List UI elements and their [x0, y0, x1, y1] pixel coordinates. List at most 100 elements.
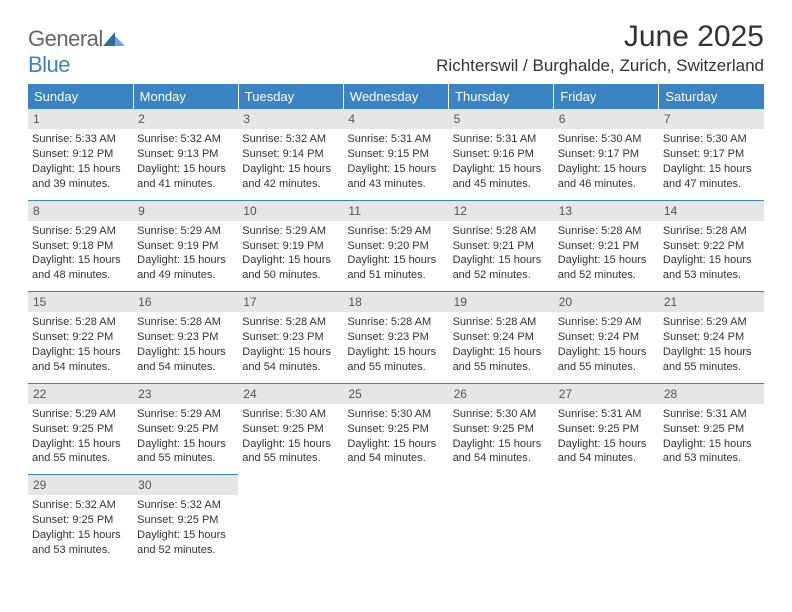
sunset-line: Sunset: 9:25 PM [137, 422, 234, 437]
brand-blue: Blue [28, 52, 70, 77]
sunrise-line: Sunrise: 5:32 AM [137, 498, 234, 513]
day-number: 4 [343, 109, 448, 129]
daylight-line: Daylight: 15 hours and 39 minutes. [32, 162, 129, 192]
daylight-line: Daylight: 15 hours and 55 minutes. [558, 345, 655, 375]
sunset-line: Sunset: 9:14 PM [242, 147, 339, 162]
calendar-cell: 14Sunrise: 5:28 AMSunset: 9:22 PMDayligh… [659, 200, 764, 292]
calendar-cell: 26 Sunrise: 5:30 AMSunset: 9:25 PMDayligh… [449, 383, 554, 475]
calendar-cell: 30Sunrise: 5:32 AMSunset: 9:25 PMDayligh… [133, 475, 238, 566]
day-number: 30 [133, 475, 238, 495]
daylight-line: Daylight: 15 hours and 55 minutes. [32, 437, 129, 467]
day-number: 25 [343, 384, 448, 404]
sunset-line: Sunset: 9:25 PM [558, 422, 655, 437]
calendar-cell: 29 Sunrise: 5:32 AMSunset: 9:25 PMDayligh… [28, 475, 133, 566]
calendar-table: SundayMondayTuesdayWednesdayThursdayFrid… [28, 84, 764, 566]
day-number: 1 [28, 109, 133, 129]
calendar-cell: 23Sunrise: 5:29 AMSunset: 9:25 PMDayligh… [133, 383, 238, 475]
brand-logo: GeneralBlue [28, 20, 125, 78]
calendar-row: 29Sunrise: 5:32 AMSunset: 9:25 PMDayligh… [28, 475, 764, 566]
sunrise-line: Sunrise: 5:32 AM [32, 498, 129, 513]
day-number: 29 [28, 475, 133, 495]
daylight-line: Daylight: 15 hours and 52 minutes. [453, 253, 550, 283]
weekday-header: Saturday [659, 84, 764, 109]
sunrise-line: Sunrise: 5:29 AM [558, 315, 655, 330]
calendar-cell: 8Sunrise: 5:29 AMSunset: 9:18 PMDaylight… [28, 200, 133, 292]
weekday-header: Tuesday [238, 84, 343, 109]
day-number: 26 [449, 384, 554, 404]
daylight-line: Daylight: 15 hours and 54 minutes. [453, 437, 550, 467]
day-number: 18 [343, 292, 448, 312]
calendar-row: 15Sunrise: 5:28 AMSunset: 9:22 PMDayligh… [28, 292, 764, 384]
daylight-line: Daylight: 15 hours and 50 minutes. [242, 253, 339, 283]
sunrise-line: Sunrise: 5:29 AM [242, 224, 339, 239]
sunrise-line: Sunrise: 5:28 AM [663, 224, 760, 239]
daylight-line: Daylight: 15 hours and 53 minutes. [32, 528, 129, 558]
sunset-line: Sunset: 9:25 PM [453, 422, 550, 437]
sunrise-line: Sunrise: 5:30 AM [663, 132, 760, 147]
sunset-line: Sunset: 9:17 PM [558, 147, 655, 162]
daylight-line: Daylight: 15 hours and 55 minutes. [137, 437, 234, 467]
day-number: 11 [343, 201, 448, 221]
sunset-line: Sunset: 9:25 PM [137, 513, 234, 528]
daylight-line: Daylight: 15 hours and 54 minutes. [32, 345, 129, 375]
calendar-cell: 7Sunrise: 5:30 AMSunset: 9:17 PMDaylight… [659, 109, 764, 200]
sunset-line: Sunset: 9:25 PM [663, 422, 760, 437]
weekday-header: Thursday [449, 84, 554, 109]
sunrise-line: Sunrise: 5:30 AM [242, 407, 339, 422]
day-number: 9 [133, 201, 238, 221]
sunrise-line: Sunrise: 5:28 AM [558, 224, 655, 239]
sunrise-line: Sunrise: 5:31 AM [663, 407, 760, 422]
calendar-cell: 24Sunrise: 5:30 AMSunset: 9:25 PMDayligh… [238, 383, 343, 475]
sunset-line: Sunset: 9:24 PM [558, 330, 655, 345]
daylight-line: Daylight: 15 hours and 49 minutes. [137, 253, 234, 283]
sunset-line: Sunset: 9:25 PM [32, 513, 129, 528]
day-number: 22 [28, 384, 133, 404]
calendar-cell: 28 Sunrise: 5:31 AMSunset: 9:25 PMDayligh… [659, 383, 764, 475]
weekday-header: Friday [554, 84, 659, 109]
sunset-line: Sunset: 9:24 PM [663, 330, 760, 345]
daylight-line: Daylight: 15 hours and 53 minutes. [663, 437, 760, 467]
day-number: 27 [554, 384, 659, 404]
daylight-line: Daylight: 15 hours and 54 minutes. [347, 437, 444, 467]
sunset-line: Sunset: 9:19 PM [242, 239, 339, 254]
calendar-cell: 18Sunrise: 5:28 AMSunset: 9:23 PMDayligh… [343, 292, 448, 384]
sunset-line: Sunset: 9:23 PM [242, 330, 339, 345]
sunrise-line: Sunrise: 5:31 AM [347, 132, 444, 147]
sunset-line: Sunset: 9:18 PM [32, 239, 129, 254]
calendar-cell: 1 Sunrise: 5:33 AMSunset: 9:12 PMDaylight… [28, 109, 133, 200]
daylight-line: Daylight: 15 hours and 53 minutes. [663, 253, 760, 283]
sunrise-line: Sunrise: 5:31 AM [453, 132, 550, 147]
day-number: 14 [659, 201, 764, 221]
calendar-cell: 22Sunrise: 5:29 AMSunset: 9:25 PMDayligh… [28, 383, 133, 475]
calendar-cell: 12Sunrise: 5:28 AMSunset: 9:21 PMDayligh… [449, 200, 554, 292]
calendar-cell [554, 475, 659, 566]
day-number: 23 [133, 384, 238, 404]
sunrise-line: Sunrise: 5:29 AM [347, 224, 444, 239]
sunrise-line: Sunrise: 5:33 AM [32, 132, 129, 147]
sunrise-line: Sunrise: 5:28 AM [453, 315, 550, 330]
calendar-cell: 10Sunrise: 5:29 AMSunset: 9:19 PMDayligh… [238, 200, 343, 292]
sunset-line: Sunset: 9:12 PM [32, 147, 129, 162]
sunrise-line: Sunrise: 5:32 AM [242, 132, 339, 147]
weekday-header: Wednesday [343, 84, 448, 109]
calendar-body: 1Sunrise: 5:33 AMSunset: 9:12 PMDaylight… [28, 109, 764, 566]
calendar-cell: 27Sunrise: 5:31 AMSunset: 9:25 PMDayligh… [554, 383, 659, 475]
sunset-line: Sunset: 9:21 PM [453, 239, 550, 254]
sunrise-line: Sunrise: 5:30 AM [453, 407, 550, 422]
location-subtitle: Richterswil / Burghalde, Zurich, Switzer… [436, 56, 764, 76]
sunrise-line: Sunrise: 5:29 AM [32, 407, 129, 422]
weekday-header: Sunday [28, 84, 133, 109]
daylight-line: Daylight: 15 hours and 43 minutes. [347, 162, 444, 192]
day-number: 28 [659, 384, 764, 404]
day-number: 12 [449, 201, 554, 221]
calendar-cell [238, 475, 343, 566]
daylight-line: Daylight: 15 hours and 54 minutes. [242, 345, 339, 375]
calendar-cell: 6Sunrise: 5:30 AMSunset: 9:17 PMDaylight… [554, 109, 659, 200]
calendar-cell: 20Sunrise: 5:29 AMSunset: 9:24 PMDayligh… [554, 292, 659, 384]
day-number: 8 [28, 201, 133, 221]
sunset-line: Sunset: 9:16 PM [453, 147, 550, 162]
calendar-page: GeneralBlue June 2025 Richterswil / Burg… [0, 0, 792, 566]
calendar-cell [343, 475, 448, 566]
calendar-cell [659, 475, 764, 566]
sunrise-line: Sunrise: 5:28 AM [242, 315, 339, 330]
